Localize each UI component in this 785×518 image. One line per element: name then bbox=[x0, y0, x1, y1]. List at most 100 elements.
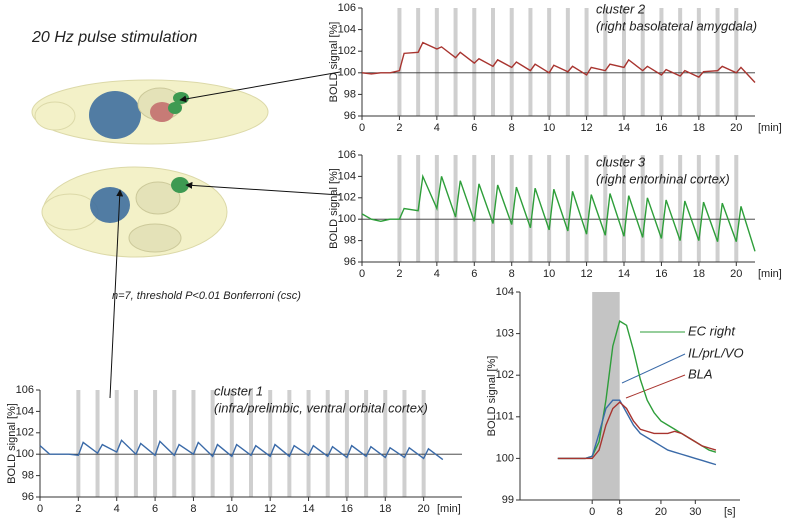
x-tick-label: 14 bbox=[618, 122, 630, 134]
data-line bbox=[557, 320, 717, 460]
x-tick-label: 18 bbox=[379, 503, 391, 515]
y-tick-label: 98 bbox=[22, 470, 34, 482]
stimulus-bar bbox=[249, 390, 253, 497]
stimulus-bar bbox=[397, 155, 402, 262]
stimulus-bar bbox=[659, 155, 664, 262]
chart-title: cluster 3 bbox=[596, 154, 646, 169]
stimulus-bar bbox=[491, 8, 495, 116]
brain-illustration-top bbox=[31, 79, 269, 145]
chart-subtitle: (right basolateral amygdala) bbox=[596, 18, 757, 33]
stimulus-bar bbox=[434, 8, 439, 116]
stimulus-bar bbox=[416, 8, 421, 116]
arrow bbox=[109, 189, 124, 399]
y-axis-label: BOLD signal [%] bbox=[328, 168, 340, 249]
note: n=7, threshold P<0.01 Bonferroni (csc) bbox=[112, 290, 301, 302]
y-tick-label: 106 bbox=[338, 2, 356, 14]
stimulus-bar bbox=[547, 8, 552, 116]
x-tick-label: 20 bbox=[655, 506, 667, 518]
stimulus-bar bbox=[696, 8, 701, 116]
y-tick-label: 96 bbox=[344, 256, 356, 268]
leader-line bbox=[625, 374, 686, 399]
y-tick-label: 102 bbox=[338, 192, 356, 204]
stimulus-bar bbox=[325, 390, 330, 497]
y-tick-label: 98 bbox=[344, 235, 356, 247]
x-tick-label: 18 bbox=[693, 268, 705, 280]
stimulus-bar bbox=[603, 8, 608, 116]
stimulus-bar bbox=[76, 390, 81, 497]
stimulus-bar bbox=[287, 390, 292, 497]
stimulus-bar bbox=[210, 390, 215, 497]
y-tick-label: 102 bbox=[338, 45, 356, 57]
data-line bbox=[361, 173, 756, 252]
stimulus-bar bbox=[734, 155, 739, 262]
stimulus-bar bbox=[715, 155, 720, 262]
data-line bbox=[361, 41, 756, 83]
stimulus-bar bbox=[453, 8, 458, 116]
y-axis-label: BOLD signal [%] bbox=[328, 22, 340, 103]
x-tick-label: 2 bbox=[75, 503, 81, 515]
y-tick-label: 104 bbox=[338, 170, 356, 182]
stimulus-bar bbox=[383, 390, 388, 497]
leader-line bbox=[621, 353, 686, 384]
x-tick-label: 30 bbox=[689, 506, 701, 518]
stimulus-bar bbox=[622, 8, 626, 116]
y-tick-label: 106 bbox=[16, 384, 34, 396]
x-tick-label: 16 bbox=[655, 268, 667, 280]
x-tick-label: 6 bbox=[471, 122, 477, 134]
x-tick-label: 12 bbox=[580, 268, 592, 280]
heading: 20 Hz pulse stimulation bbox=[31, 29, 198, 46]
stimulus-bar bbox=[678, 155, 683, 262]
x-tick-label: 10 bbox=[543, 268, 555, 280]
x-tick-label: 2 bbox=[396, 268, 402, 280]
stimulus-bar bbox=[528, 155, 533, 262]
x-tick-label: 14 bbox=[302, 503, 314, 515]
y-tick-label: 100 bbox=[16, 448, 34, 460]
stimulus-bar bbox=[114, 390, 119, 497]
stimulus-bar bbox=[172, 390, 177, 497]
stimulus-bar bbox=[364, 390, 369, 497]
x-tick-label: 20 bbox=[730, 122, 742, 134]
x-tick-label: 0 bbox=[359, 122, 365, 134]
stimulus-bar bbox=[453, 155, 458, 262]
x-tick-label: 16 bbox=[655, 122, 667, 134]
x-tick-label: 12 bbox=[580, 122, 592, 134]
stimulus-bar bbox=[344, 390, 349, 497]
stimulus-bar bbox=[95, 390, 100, 497]
arrow bbox=[179, 71, 341, 103]
y-tick-label: 96 bbox=[22, 491, 34, 503]
y-axis-label: BOLD signal [%] bbox=[6, 403, 18, 484]
stimulus-bar bbox=[640, 8, 645, 116]
x-tick-label: 6 bbox=[152, 503, 158, 515]
stimulus-bar bbox=[678, 8, 683, 116]
brain-illustration-bottom bbox=[41, 166, 228, 258]
y-tick-label: 103 bbox=[496, 328, 514, 340]
stimulus-bar bbox=[229, 390, 234, 497]
stimulus-bar bbox=[715, 8, 720, 116]
x-axis-label: [min] bbox=[437, 503, 461, 515]
chart-title: cluster 1 bbox=[214, 383, 263, 398]
stimulus-bar bbox=[603, 155, 608, 262]
stimulus-bar bbox=[191, 390, 196, 497]
series-label: IL/prL/VO bbox=[688, 345, 744, 360]
stimulus-bar bbox=[472, 155, 477, 262]
x-axis-label: [min] bbox=[758, 268, 782, 280]
y-tick-label: 102 bbox=[496, 369, 514, 381]
y-tick-label: 101 bbox=[496, 411, 514, 423]
stimulus-bar bbox=[528, 8, 533, 116]
y-tick-label: 99 bbox=[502, 494, 514, 506]
y-tick-label: 100 bbox=[496, 452, 514, 464]
stimulus-bar bbox=[397, 8, 402, 116]
stimulus-bar bbox=[565, 8, 570, 116]
x-tick-label: 8 bbox=[190, 503, 196, 515]
y-tick-label: 104 bbox=[16, 405, 34, 417]
x-tick-label: 0 bbox=[359, 268, 365, 280]
arrow bbox=[185, 181, 341, 196]
chart-title: cluster 2 bbox=[596, 1, 646, 16]
x-tick-label: 20 bbox=[418, 503, 430, 515]
x-tick-label: 10 bbox=[543, 122, 555, 134]
stimulus-bar bbox=[584, 8, 589, 116]
y-tick-label: 98 bbox=[344, 88, 356, 100]
x-tick-label: 0 bbox=[589, 506, 595, 518]
stimulus-bar bbox=[472, 8, 477, 116]
y-tick-label: 104 bbox=[338, 24, 356, 36]
